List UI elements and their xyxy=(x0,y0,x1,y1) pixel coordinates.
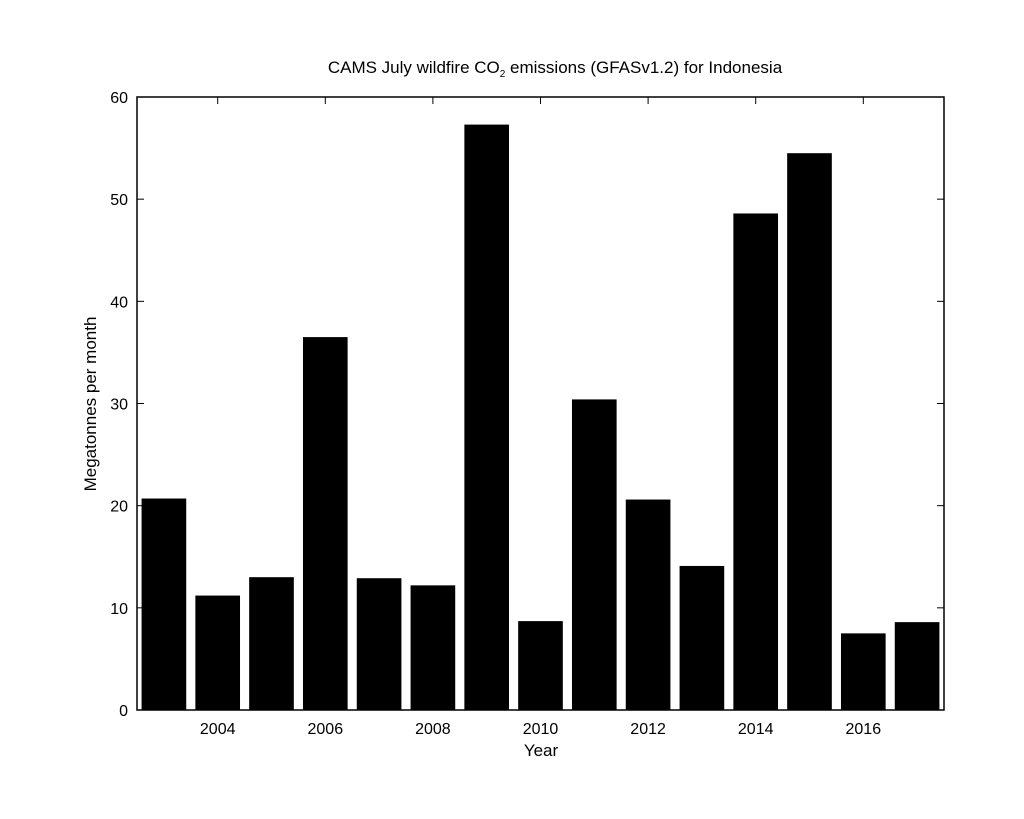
bar-2013 xyxy=(679,565,725,710)
bar-2008 xyxy=(410,585,456,710)
bar-2010 xyxy=(518,621,563,710)
x-tick-label-2014: 2014 xyxy=(738,721,774,738)
x-tick-label-2006: 2006 xyxy=(308,721,344,738)
x-tick-label-2008: 2008 xyxy=(415,721,451,738)
y-tick-label-60: 60 xyxy=(110,90,128,107)
x-tick-label-2010: 2010 xyxy=(523,721,559,738)
bar-2017 xyxy=(894,622,940,710)
bar-2015 xyxy=(787,153,832,710)
title-before: CAMS July wildfire CO xyxy=(328,58,500,77)
bar-2011 xyxy=(571,399,617,710)
title-after: emissions (GFASv1.2) for Indonesia xyxy=(505,58,782,77)
bar-2006 xyxy=(302,337,348,710)
y-axis-label: Megatonnes per month xyxy=(81,317,100,492)
bar-2009 xyxy=(464,124,510,711)
bar-2016 xyxy=(840,633,886,711)
bar-2007 xyxy=(356,578,402,710)
chart-title: CAMS July wildfire CO2 emissions (GFASv1… xyxy=(328,58,783,80)
bar-2003 xyxy=(141,498,187,710)
x-tick-label-2012: 2012 xyxy=(630,721,666,738)
y-tick-label-50: 50 xyxy=(110,192,128,209)
x-tick-label-2016: 2016 xyxy=(846,721,882,738)
bar-2005 xyxy=(249,577,294,710)
y-tick-label-30: 30 xyxy=(110,397,128,414)
ticks-group: 0 10 20 30 40 50 60 2004 2006 2008 2010 2012 2014 201… xyxy=(110,90,944,738)
title-subscript: 2 xyxy=(500,69,506,80)
y-tick-label-10: 10 xyxy=(110,601,128,618)
bar-2004 xyxy=(195,595,241,710)
bar-2012 xyxy=(625,499,671,710)
bar-2014 xyxy=(733,213,779,710)
y-tick-label-0: 0 xyxy=(119,703,128,720)
x-axis-label: Year xyxy=(524,741,559,760)
y-tick-label-40: 40 xyxy=(110,294,128,311)
bars-group xyxy=(141,124,940,711)
y-tick-label-20: 20 xyxy=(110,499,128,516)
x-tick-label-2004: 2004 xyxy=(200,721,236,738)
